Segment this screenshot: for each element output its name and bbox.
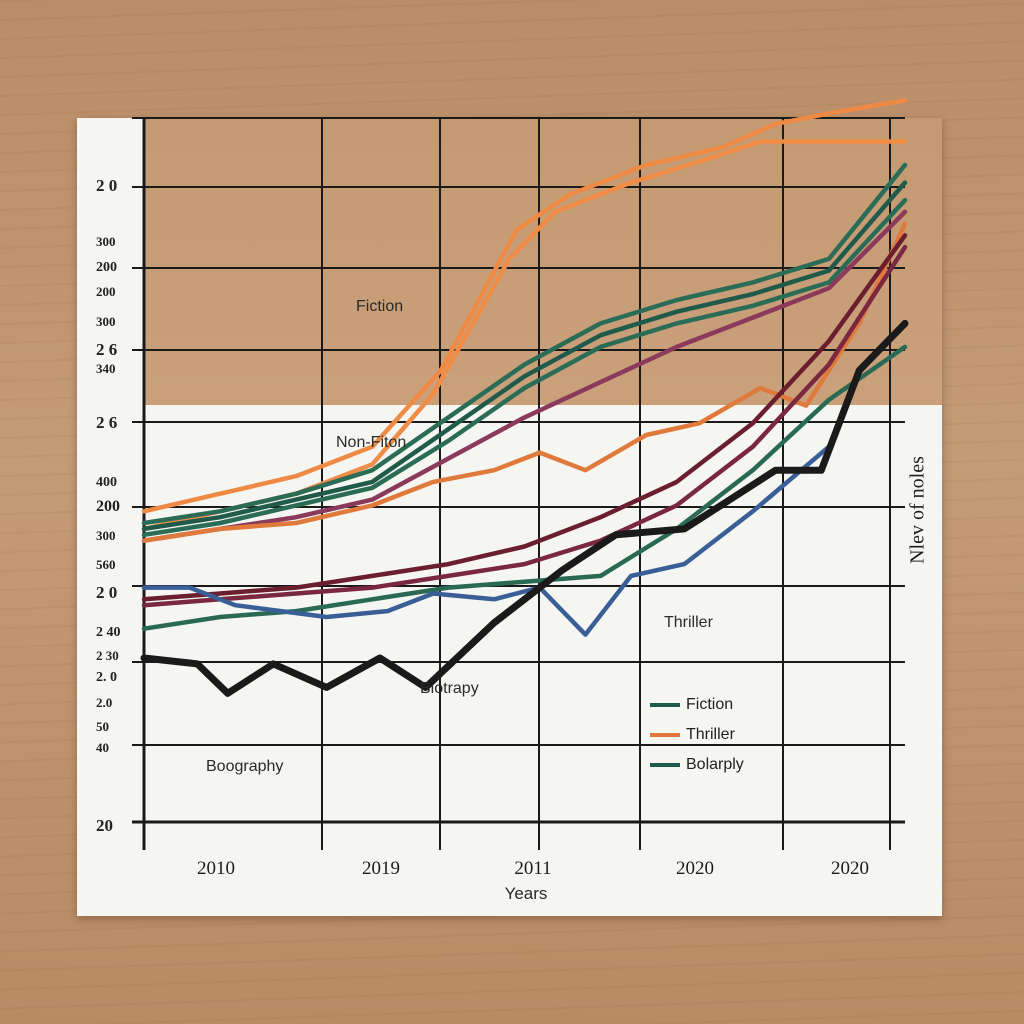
x-tick-label: 2020: [831, 858, 869, 879]
legend-label: Bolarply: [686, 756, 744, 773]
legend-label: Thriller: [686, 726, 735, 743]
y-tick-label: 2 30: [96, 648, 119, 664]
legend-label: Fiction: [686, 696, 734, 713]
series-line: [141, 244, 908, 608]
y-axis-title: Nlev of noles: [906, 456, 929, 564]
annotation-biography: Biotrapy: [420, 680, 479, 697]
y-tick-label: 560: [96, 557, 116, 573]
series-line: [141, 209, 908, 543]
legend-swatch: [650, 763, 680, 767]
y-tick-label: 300: [96, 314, 116, 330]
y-tick-label: 340: [96, 361, 116, 377]
y-tick-label: 40: [96, 740, 109, 756]
series-line: [141, 444, 832, 637]
y-tick-label: 2.0: [96, 695, 113, 711]
series-line: [141, 98, 908, 514]
y-tick-label: 50: [96, 719, 109, 735]
y-tick-label: 2 40: [96, 624, 121, 640]
series-line: [141, 180, 908, 532]
series-line: [141, 344, 908, 631]
series-line: [141, 162, 908, 526]
y-tick-label: 400: [96, 474, 117, 490]
legend-swatch: [650, 733, 680, 737]
y-tick-label: 2. 0: [96, 669, 117, 685]
y-tick-label: 2 6: [96, 412, 118, 432]
chart-shaded-band: [144, 118, 942, 405]
y-tick-label: 2 6: [96, 339, 118, 359]
legend-item: Bolarply: [650, 750, 744, 780]
series-line: [140, 319, 909, 697]
annotation-thriller: Thriller: [664, 614, 713, 631]
series-line: [141, 221, 908, 543]
series-line: [141, 197, 908, 538]
annotation-fiction: Fiction: [356, 298, 404, 315]
series-lines: [140, 98, 909, 697]
legend-item: Thriller: [650, 720, 744, 750]
y-tick-label: 2 0: [96, 582, 118, 602]
x-axis-title: Years: [504, 884, 548, 903]
y-tick-label: 2 0: [96, 175, 118, 195]
x-tick-label: 2011: [514, 858, 552, 879]
y-tick-label: 300: [96, 528, 116, 544]
y-tick-label: 200: [96, 259, 117, 275]
legend-swatch: [650, 703, 680, 707]
y-tick-label: 200: [96, 284, 116, 300]
y-tick-label: 200: [96, 498, 120, 516]
x-tick-label: 2019: [362, 858, 400, 879]
grid: [132, 117, 905, 850]
chart-legend: Fiction Thriller Bolarply: [650, 690, 744, 780]
annotation-boography: Boography: [206, 758, 284, 775]
y-tick-label: 300: [96, 234, 116, 250]
annotation-non-fiction: Non-Fiton: [336, 434, 407, 451]
series-line: [141, 233, 908, 602]
legend-item: Fiction: [650, 690, 744, 720]
x-tick-label: 2020: [676, 858, 714, 879]
x-tick-label: 2010: [197, 858, 235, 879]
y-tick-label: 20: [96, 815, 113, 835]
